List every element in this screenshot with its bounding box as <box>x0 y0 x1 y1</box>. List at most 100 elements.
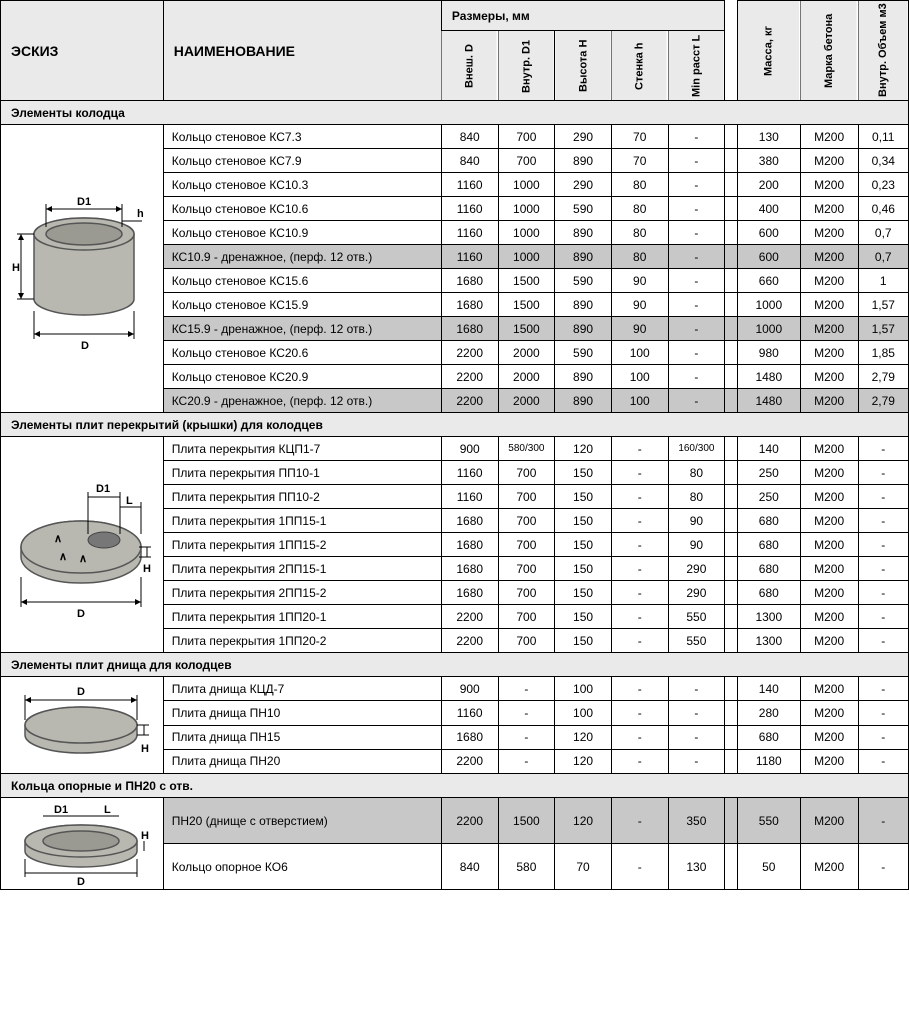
cell-d-inner: 700 <box>498 605 555 629</box>
cell-wall: - <box>611 677 668 701</box>
cell-mass: 280 <box>737 701 800 725</box>
cell-d-outer: 1160 <box>441 221 498 245</box>
cell-height: 290 <box>555 125 612 149</box>
cell-min-dist: 160/300 <box>668 437 725 461</box>
cell-name: Плита днища ПН10 <box>163 701 441 725</box>
cell-d-inner: 700 <box>498 149 555 173</box>
cell-min-dist: - <box>668 197 725 221</box>
svg-text:∧: ∧ <box>79 553 87 565</box>
cell-name: КС15.9 - дренажное, (перф. 12 отв.) <box>163 317 441 341</box>
cell-mass: 550 <box>737 798 800 844</box>
cell-mass: 130 <box>737 125 800 149</box>
cell-d-outer: 1680 <box>441 293 498 317</box>
cell-wall: 100 <box>611 341 668 365</box>
cell-volume: 0,34 <box>858 149 908 173</box>
section-title: Элементы плит перекрытий (крышки) для ко… <box>1 413 909 437</box>
cell-min-dist: 130 <box>668 844 725 890</box>
svg-text:∧: ∧ <box>59 551 67 563</box>
cell-volume: 1 <box>858 269 908 293</box>
cell-d-inner: 1500 <box>498 269 555 293</box>
cell-height: 70 <box>555 844 612 890</box>
section-title: Кольца опорные и ПН20 с отв. <box>1 774 909 798</box>
cell-height: 290 <box>555 173 612 197</box>
cell-concrete: М200 <box>800 557 858 581</box>
cell-min-dist: - <box>668 125 725 149</box>
cell-d-outer: 900 <box>441 437 498 461</box>
cell-height: 590 <box>555 269 612 293</box>
section-header-row: Элементы плит перекрытий (крышки) для ко… <box>1 413 909 437</box>
cell-name: Кольцо стеновое КС10.9 <box>163 221 441 245</box>
cell-d-inner: 2000 <box>498 389 555 413</box>
cell-concrete: М200 <box>800 798 858 844</box>
cell-mass: 200 <box>737 173 800 197</box>
cell-height: 150 <box>555 581 612 605</box>
cell-volume: - <box>858 798 908 844</box>
cell-d-outer: 2200 <box>441 389 498 413</box>
cell-mass: 250 <box>737 461 800 485</box>
cell-min-dist: - <box>668 317 725 341</box>
cell-mass: 680 <box>737 557 800 581</box>
cell-min-dist: - <box>668 269 725 293</box>
cell-wall: - <box>611 533 668 557</box>
cell-d-outer: 1160 <box>441 485 498 509</box>
cell-height: 890 <box>555 365 612 389</box>
table-row: D1 L H D ПН20 (днище с отверстием)220015… <box>1 798 909 844</box>
svg-text:D: D <box>77 876 85 886</box>
cell-height: 150 <box>555 485 612 509</box>
cell-height: 890 <box>555 317 612 341</box>
header-volume: Внутр. Объем м3 <box>858 1 908 101</box>
svg-text:H: H <box>12 262 20 274</box>
cell-d-outer: 1160 <box>441 461 498 485</box>
section-header-row: Кольца опорные и ПН20 с отв. <box>1 774 909 798</box>
cell-concrete: М200 <box>800 605 858 629</box>
cell-volume: 2,79 <box>858 389 908 413</box>
cell-d-inner: 700 <box>498 461 555 485</box>
cell-height: 890 <box>555 149 612 173</box>
cell-min-dist: - <box>668 173 725 197</box>
cell-name: Кольцо стеновое КС20.6 <box>163 341 441 365</box>
cell-wall: - <box>611 844 668 890</box>
cell-mass: 400 <box>737 197 800 221</box>
cell-d-outer: 1680 <box>441 269 498 293</box>
section-title: Элементы колодца <box>1 101 909 125</box>
cell-d-outer: 840 <box>441 125 498 149</box>
cell-d-inner: 580 <box>498 844 555 890</box>
cell-concrete: М200 <box>800 461 858 485</box>
cell-wall: - <box>611 798 668 844</box>
cell-wall: - <box>611 557 668 581</box>
svg-text:h: h <box>137 208 144 220</box>
cell-d-outer: 1160 <box>441 245 498 269</box>
cell-d-outer: 1680 <box>441 725 498 749</box>
cell-min-dist: 290 <box>668 581 725 605</box>
sketch-cell: D1 L H D <box>1 798 164 890</box>
table-row: D1 h H D Кольцо стеновое КС7.38407002907… <box>1 125 909 149</box>
cell-height: 150 <box>555 605 612 629</box>
cell-mass: 600 <box>737 245 800 269</box>
cell-concrete: М200 <box>800 341 858 365</box>
cell-concrete: М200 <box>800 125 858 149</box>
cell-wall: - <box>611 701 668 725</box>
cell-d-inner: - <box>498 701 555 725</box>
cell-name: КС10.9 - дренажное, (перф. 12 отв.) <box>163 245 441 269</box>
cell-d-inner: 2000 <box>498 365 555 389</box>
cell-mass: 600 <box>737 221 800 245</box>
cell-d-outer: 2200 <box>441 749 498 773</box>
cell-d-outer: 840 <box>441 149 498 173</box>
svg-text:L: L <box>104 804 111 816</box>
cell-height: 100 <box>555 701 612 725</box>
cell-d-inner: 1500 <box>498 293 555 317</box>
cell-height: 890 <box>555 293 612 317</box>
cell-mass: 1000 <box>737 293 800 317</box>
cell-min-dist: 90 <box>668 509 725 533</box>
cell-d-inner: 1000 <box>498 245 555 269</box>
cell-d-outer: 1160 <box>441 173 498 197</box>
cell-min-dist: 80 <box>668 461 725 485</box>
cell-wall: - <box>611 485 668 509</box>
svg-text:H: H <box>141 743 149 755</box>
header-concrete: Марка бетона <box>800 1 858 101</box>
cell-d-inner: 1500 <box>498 798 555 844</box>
cell-min-dist: 350 <box>668 798 725 844</box>
cell-min-dist: - <box>668 389 725 413</box>
cell-volume: - <box>858 605 908 629</box>
cell-height: 100 <box>555 677 612 701</box>
